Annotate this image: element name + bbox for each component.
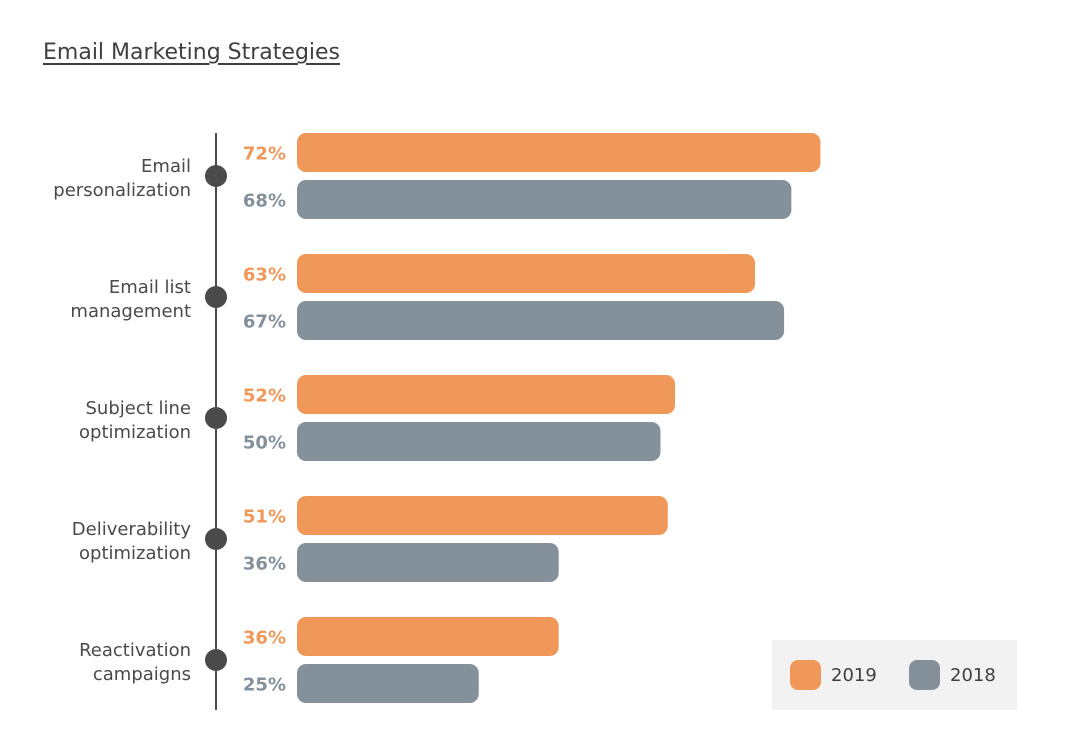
legend-label: 2019	[831, 665, 877, 686]
value-label: 72%	[243, 144, 286, 165]
legend-swatch-2019	[790, 660, 821, 690]
axis-marker-dot	[205, 649, 227, 671]
chart-title: Email Marketing Strategies	[43, 40, 341, 65]
value-label: 36%	[243, 554, 286, 575]
value-label: 50%	[243, 433, 286, 454]
legend-swatch-2018	[909, 660, 940, 690]
value-label: 25%	[243, 675, 286, 696]
bar-2019	[297, 617, 559, 656]
legend-label: 2018	[950, 665, 996, 686]
bar-2019	[297, 375, 676, 414]
bar-2019	[297, 496, 668, 535]
bar-2018	[297, 664, 479, 703]
bar-2018	[297, 543, 559, 582]
value-label: 36%	[243, 628, 286, 649]
category-label: Email list management	[70, 277, 191, 322]
bar-2018	[297, 180, 792, 219]
axis-marker-dot	[205, 286, 227, 308]
category-label: Email personalization	[53, 156, 191, 201]
axis-marker-dot	[205, 165, 227, 187]
value-label: 51%	[243, 507, 286, 528]
category-label: Subject line optimization	[79, 398, 191, 443]
bar-2019	[297, 133, 821, 172]
value-label: 52%	[243, 386, 286, 407]
value-label: 63%	[243, 265, 286, 286]
value-label: 67%	[243, 312, 286, 333]
bar-2019	[297, 254, 756, 293]
bar-2018	[297, 422, 661, 461]
bar-2018	[297, 301, 785, 340]
axis-marker-dot	[205, 528, 227, 550]
category-label: Reactivation campaigns	[79, 640, 191, 685]
category-label: Deliverability optimization	[72, 519, 192, 564]
axis-marker-dot	[205, 407, 227, 429]
value-label: 68%	[243, 191, 286, 212]
